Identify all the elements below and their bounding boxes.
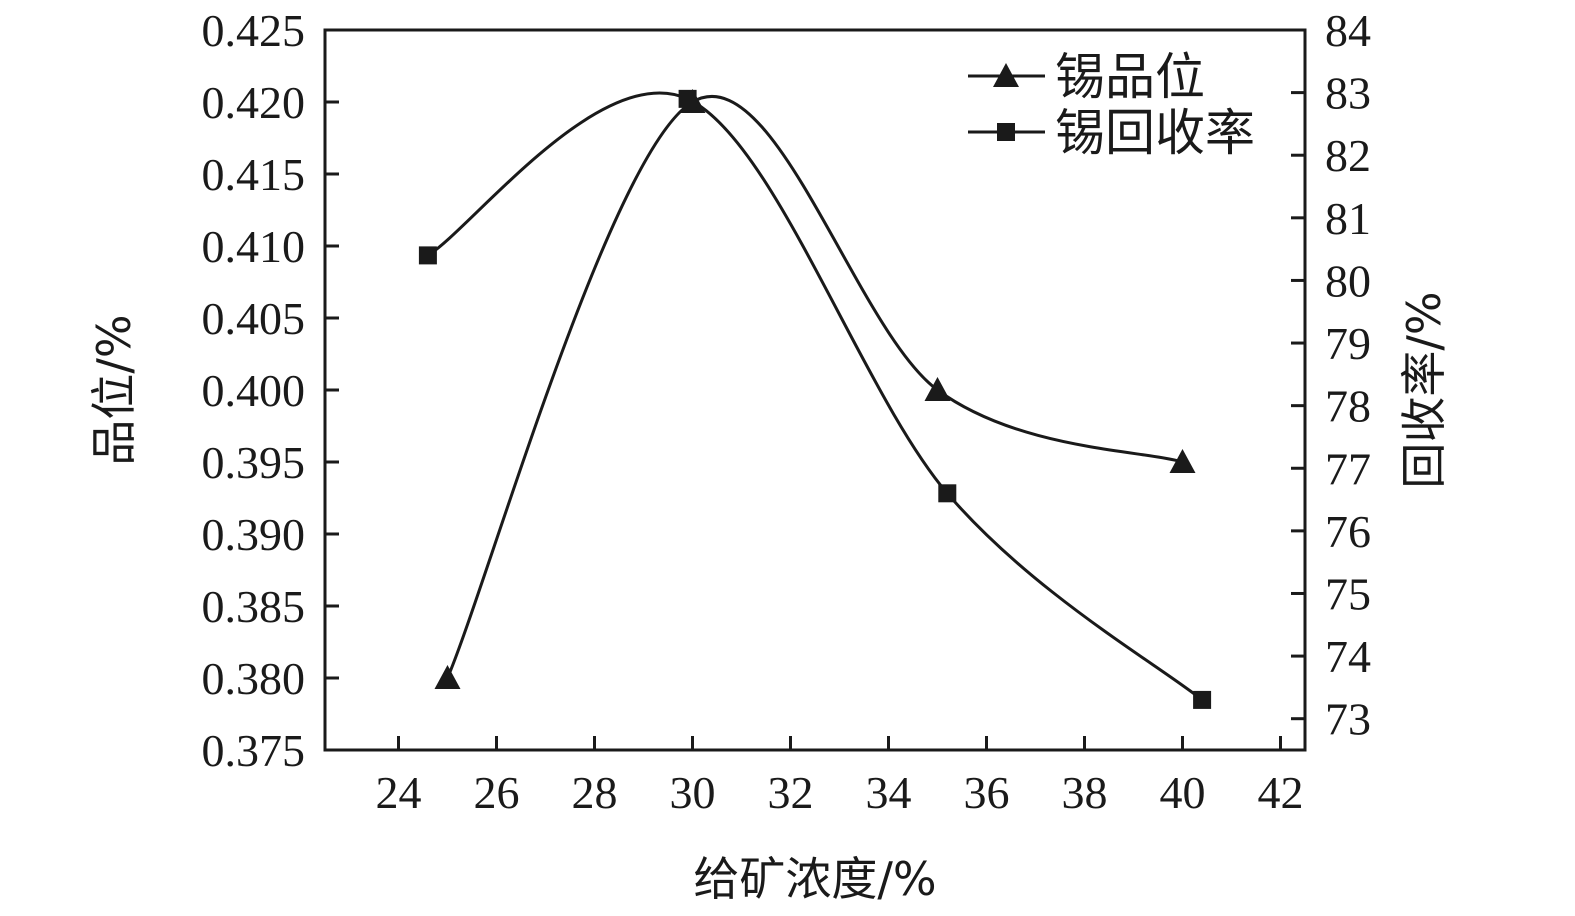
series-line-grade (446, 95, 1183, 679)
left-tick-label: 0.410 (202, 221, 306, 272)
left-axis-title: 品位/% (87, 314, 141, 465)
left-tick-label: 0.425 (202, 5, 306, 56)
right-tick-label: 82 (1325, 130, 1371, 181)
left-tick-label: 0.400 (202, 365, 306, 416)
right-tick-label: 73 (1325, 694, 1371, 745)
left-tick-label: 0.375 (202, 725, 306, 776)
x-tick-label: 34 (866, 767, 912, 818)
right-tick-label: 83 (1325, 68, 1371, 119)
x-axis-ticks: 24 26 28 30 32 34 36 38 40 42 (376, 736, 1304, 818)
data-point-triangle (1169, 449, 1196, 474)
right-tick-label: 81 (1325, 193, 1371, 244)
x-tick-label: 26 (474, 767, 520, 818)
x-tick-label: 40 (1160, 767, 1206, 818)
left-axis-ticks: 0.375 0.380 0.385 0.390 0.395 0.400 0.405 0.410… (202, 5, 339, 776)
right-tick-label: 76 (1325, 506, 1371, 557)
right-tick-label: 74 (1325, 631, 1371, 682)
legend-marker-triangle (993, 63, 1019, 88)
right-axis-ticks: 73 74 75 76 77 78 79 80 81 82 83 84 (1291, 5, 1371, 745)
x-tick-label: 28 (572, 767, 618, 818)
right-tick-label: 77 (1325, 443, 1371, 494)
data-point-square (938, 484, 957, 503)
x-tick-label: 42 (1258, 767, 1304, 818)
x-tick-label: 32 (768, 767, 814, 818)
x-tick-label: 38 (1062, 767, 1108, 818)
right-tick-label: 78 (1325, 381, 1371, 432)
series-line-recovery (427, 91, 1204, 702)
right-axis-title: 回收率/% (1397, 291, 1451, 488)
left-tick-label: 0.415 (202, 149, 306, 200)
legend-label: 锡回收率 (1055, 104, 1255, 162)
left-tick-label: 0.380 (202, 653, 306, 704)
legend-label: 锡品位 (1055, 48, 1205, 106)
left-tick-label: 0.385 (202, 581, 306, 632)
x-axis-title: 给矿浓度/% (693, 852, 936, 906)
legend-marker-square (997, 123, 1015, 141)
x-tick-label: 36 (964, 767, 1010, 818)
left-tick-label: 0.390 (202, 509, 306, 560)
data-point-triangle (434, 665, 461, 690)
series-layer (418, 89, 1212, 709)
left-tick-label: 0.420 (202, 77, 306, 128)
data-point-triangle (924, 377, 951, 402)
right-tick-label: 80 (1325, 255, 1371, 306)
x-tick-label: 24 (376, 767, 422, 818)
left-tick-label: 0.405 (202, 293, 306, 344)
right-tick-label: 79 (1325, 318, 1371, 369)
data-point-square (418, 246, 437, 265)
data-point-square (1193, 690, 1212, 709)
right-tick-label: 75 (1325, 568, 1371, 619)
right-tick-label: 84 (1325, 5, 1371, 56)
data-point-square (678, 89, 697, 108)
x-tick-label: 30 (670, 767, 716, 818)
left-tick-label: 0.395 (202, 437, 306, 488)
